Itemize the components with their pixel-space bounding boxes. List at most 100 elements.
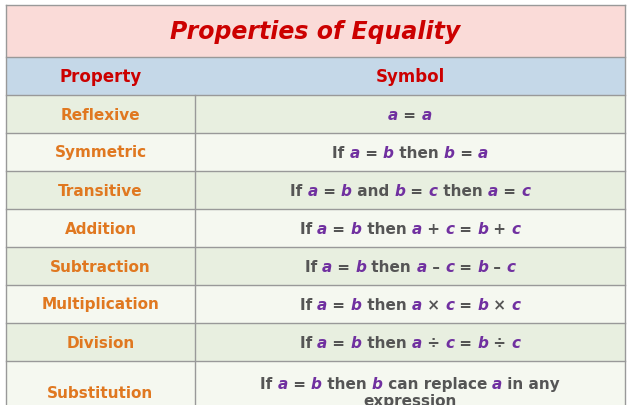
Text: a: a — [350, 145, 360, 160]
Text: =: = — [398, 107, 422, 122]
Text: c: c — [428, 183, 437, 198]
Text: b: b — [356, 259, 367, 274]
Text: If: If — [300, 297, 317, 312]
Text: can replace: can replace — [382, 376, 492, 391]
Text: b: b — [372, 376, 382, 391]
Text: a: a — [322, 259, 333, 274]
Text: =: = — [405, 183, 428, 198]
Text: =: = — [454, 259, 477, 274]
Text: +: + — [422, 221, 445, 236]
Text: b: b — [351, 335, 362, 350]
Text: b: b — [311, 376, 322, 391]
Text: a: a — [317, 297, 327, 312]
Text: ÷: ÷ — [422, 335, 445, 350]
Bar — [6, 247, 625, 285]
Text: b: b — [351, 221, 362, 236]
Text: in any: in any — [502, 376, 560, 391]
Text: then: then — [322, 376, 372, 391]
Text: Property: Property — [59, 68, 141, 86]
Text: =: = — [454, 297, 477, 312]
Text: Symbol: Symbol — [375, 68, 445, 86]
Text: If: If — [290, 183, 307, 198]
Text: =: = — [454, 145, 478, 160]
Text: Division: Division — [66, 335, 134, 350]
Text: Transitive: Transitive — [58, 183, 143, 198]
Text: then: then — [394, 145, 444, 160]
Text: c: c — [511, 335, 521, 350]
Text: Symmetric: Symmetric — [54, 145, 146, 160]
Text: a: a — [317, 221, 327, 236]
Bar — [6, 6, 625, 58]
Text: expression: expression — [363, 393, 457, 405]
Text: =: = — [288, 376, 311, 391]
Text: Multiplication: Multiplication — [42, 297, 160, 312]
Text: b: b — [351, 297, 362, 312]
Text: =: = — [360, 145, 383, 160]
Text: b: b — [383, 145, 394, 160]
Text: a: a — [388, 107, 398, 122]
Text: then: then — [362, 221, 411, 236]
Text: =: = — [498, 183, 521, 198]
Text: then: then — [362, 335, 411, 350]
Text: b: b — [394, 183, 405, 198]
Text: a: a — [488, 183, 498, 198]
Text: a: a — [422, 107, 432, 122]
Text: c: c — [445, 335, 454, 350]
Text: If: If — [300, 335, 317, 350]
Text: b: b — [341, 183, 352, 198]
Text: c: c — [445, 259, 454, 274]
Text: c: c — [511, 297, 521, 312]
Text: If: If — [260, 376, 277, 391]
Text: ×: × — [488, 297, 511, 312]
Bar — [6, 361, 625, 405]
Bar — [6, 58, 625, 96]
Text: =: = — [327, 335, 351, 350]
Bar — [6, 96, 625, 134]
Text: a: a — [492, 376, 502, 391]
Bar — [6, 172, 625, 209]
Text: =: = — [454, 335, 477, 350]
Text: +: + — [488, 221, 511, 236]
Text: a: a — [411, 335, 422, 350]
Text: –: – — [488, 259, 506, 274]
Bar — [6, 209, 625, 247]
Text: If: If — [305, 259, 322, 274]
Text: and: and — [352, 183, 394, 198]
Text: =: = — [327, 297, 351, 312]
Text: Subtraction: Subtraction — [50, 259, 151, 274]
Text: =: = — [454, 221, 477, 236]
Text: ÷: ÷ — [488, 335, 511, 350]
Text: c: c — [445, 221, 454, 236]
Text: If: If — [300, 221, 317, 236]
Text: a: a — [416, 259, 427, 274]
Text: then: then — [367, 259, 416, 274]
Text: Reflexive: Reflexive — [61, 107, 140, 122]
Text: c: c — [511, 221, 521, 236]
Text: then: then — [437, 183, 488, 198]
Text: =: = — [318, 183, 341, 198]
Text: then: then — [362, 297, 411, 312]
Text: c: c — [445, 297, 454, 312]
Text: b: b — [477, 221, 488, 236]
Text: a: a — [478, 145, 488, 160]
Text: b: b — [444, 145, 454, 160]
Text: –: – — [427, 259, 445, 274]
Text: ×: × — [422, 297, 445, 312]
Bar — [6, 134, 625, 172]
Text: a: a — [317, 335, 327, 350]
Bar — [6, 285, 625, 323]
Text: If: If — [332, 145, 350, 160]
Text: a: a — [277, 376, 288, 391]
Bar — [6, 323, 625, 361]
Text: b: b — [477, 335, 488, 350]
Text: a: a — [411, 297, 422, 312]
Text: a: a — [307, 183, 318, 198]
Text: a: a — [411, 221, 422, 236]
Text: Substitution: Substitution — [47, 385, 153, 399]
Text: b: b — [477, 259, 488, 274]
Text: Properties of Equality: Properties of Equality — [170, 20, 461, 44]
Text: =: = — [333, 259, 356, 274]
Text: c: c — [521, 183, 530, 198]
Text: Addition: Addition — [64, 221, 136, 236]
Text: c: c — [506, 259, 516, 274]
